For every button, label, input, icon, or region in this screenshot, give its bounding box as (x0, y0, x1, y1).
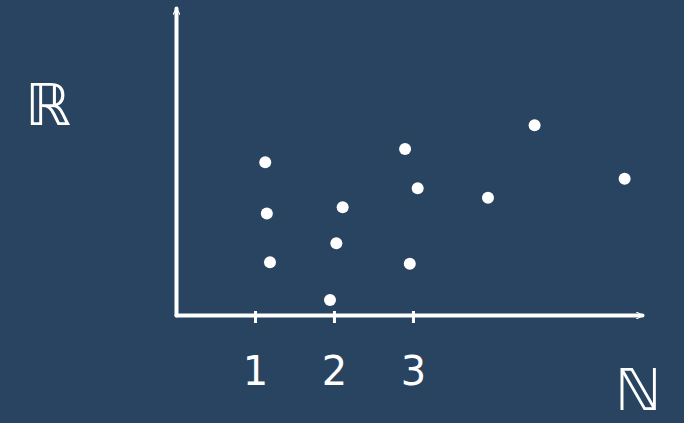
point (324, 294, 336, 306)
points (259, 119, 630, 306)
y-axis-title: ℝ (25, 71, 71, 139)
point (404, 258, 416, 270)
chart: 1 2 3 ℝ ℕ (0, 0, 684, 423)
point (337, 201, 349, 213)
x-tick-mark (333, 311, 336, 323)
x-tick: 3 (401, 311, 426, 394)
x-tick: 2 (322, 311, 347, 394)
x-tick-label: 1 (243, 348, 268, 394)
x-axis: 1 2 3 (177, 311, 643, 394)
point (330, 237, 342, 249)
x-tick-mark (412, 311, 415, 323)
point (619, 173, 631, 185)
point (399, 143, 411, 155)
x-axis-line (177, 314, 643, 318)
point (482, 192, 494, 204)
x-tick-label: 3 (401, 348, 426, 394)
point (412, 182, 424, 194)
y-axis (176, 9, 177, 316)
point (529, 119, 541, 131)
point (261, 207, 273, 219)
x-tick: 1 (243, 311, 268, 394)
x-tick-mark (254, 311, 257, 323)
x-axis-title: ℕ (615, 356, 661, 423)
point (259, 156, 271, 168)
y-axis-line (175, 9, 179, 316)
x-tick-label: 2 (322, 348, 347, 394)
point (264, 256, 276, 268)
